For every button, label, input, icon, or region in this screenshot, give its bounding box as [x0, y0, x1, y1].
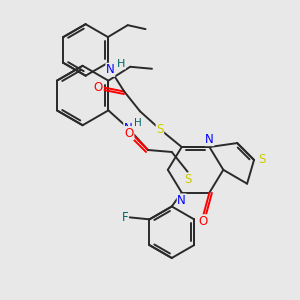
Text: S: S: [156, 123, 164, 136]
Text: N: N: [106, 63, 115, 76]
Text: N: N: [124, 122, 133, 135]
Text: S: S: [184, 173, 191, 186]
Text: O: O: [94, 81, 103, 94]
Text: O: O: [124, 127, 134, 140]
Text: O: O: [199, 215, 208, 228]
Text: H: H: [117, 59, 125, 69]
Text: F: F: [122, 211, 128, 224]
Text: N: N: [177, 194, 186, 207]
Text: N: N: [205, 133, 214, 146]
Text: S: S: [258, 153, 266, 167]
Text: H: H: [134, 118, 142, 128]
